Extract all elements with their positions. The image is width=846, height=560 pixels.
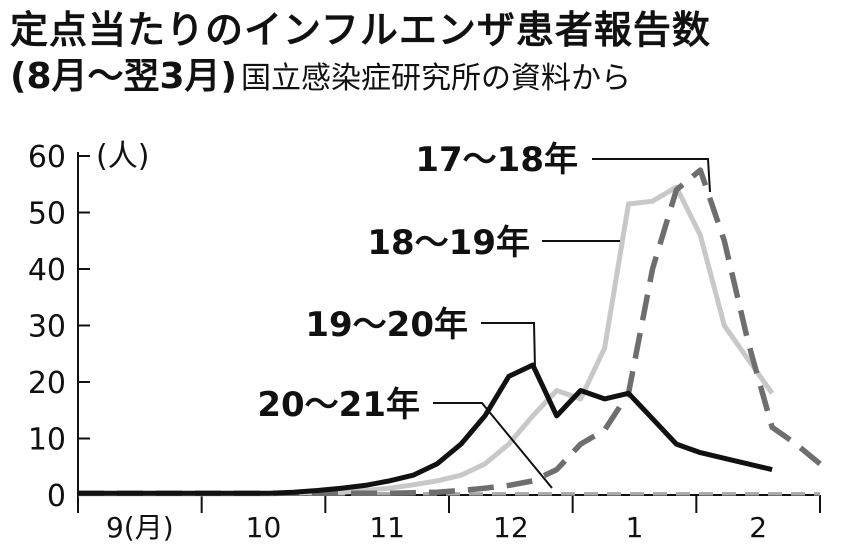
y-tick-label: 0: [47, 479, 66, 514]
series-label: 19〜20年: [305, 305, 468, 345]
x-month-label: 12: [493, 511, 529, 544]
label-layer: 17〜18年 18〜19年 19〜20年 20〜21年: [257, 140, 711, 489]
y-tick-label: 60: [28, 140, 66, 175]
x-month-label: 11: [369, 511, 405, 544]
chart-subtitle: (8月〜翌3月) 国立感染症研究所の資料から: [10, 54, 840, 106]
series-leader-line: [481, 322, 536, 369]
chart-source: 国立感染症研究所の資料から: [241, 61, 632, 96]
series-label: 18〜19年: [367, 223, 530, 263]
chart-period: (8月〜翌3月): [10, 56, 238, 97]
x-month-label: 9(月): [106, 511, 174, 544]
series-line-2: [78, 362, 773, 496]
chart-title: 定点当たりのインフルエンザ患者報告数: [10, 8, 711, 52]
series-label: 20〜21年: [257, 385, 420, 425]
series-layer: [78, 167, 822, 497]
x-month-label: 10: [246, 511, 282, 544]
y-tick-label: 50: [28, 197, 66, 232]
y-tick-label: 30: [28, 310, 66, 345]
y-tick-label: 10: [28, 423, 66, 458]
x-month-label: 1: [626, 511, 644, 544]
y-tick-label: 40: [28, 253, 66, 288]
y-unit-label: (人): [96, 139, 149, 174]
chart-header: 定点当たりのインフルエンザ患者報告数 (8月〜翌3月) 国立感染症研究所の資料から: [10, 6, 840, 106]
y-tick-label: 20: [28, 366, 66, 401]
series-leader-line: [433, 402, 553, 489]
x-month-label: 2: [749, 511, 767, 544]
series-label: 17〜18年: [415, 140, 578, 180]
series-leader-line: [592, 158, 711, 193]
